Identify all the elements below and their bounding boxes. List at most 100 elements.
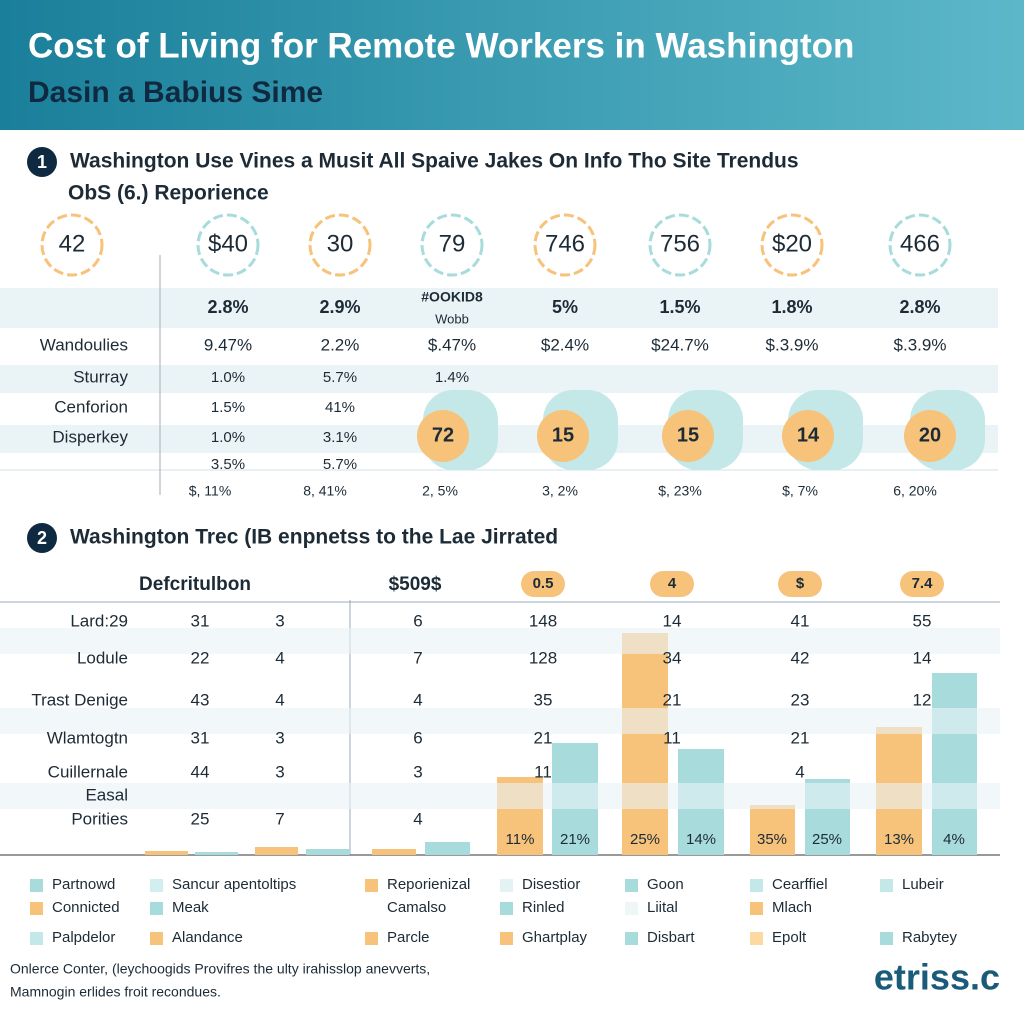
legend-swatch [500, 932, 513, 945]
badge-ring [420, 213, 484, 277]
row-label: Cenforion [54, 397, 128, 416]
summary-cell: 8, 41% [303, 483, 347, 499]
row-label: Wlamtogtn [47, 728, 128, 747]
cell: 7 [275, 809, 284, 828]
cell: 21 [791, 728, 810, 747]
summary-cell: $, 23% [658, 483, 702, 499]
cell: 31 [191, 728, 210, 747]
pill [521, 571, 565, 597]
pill-value: 0.5 [533, 575, 554, 592]
summary-cell: $, 7% [782, 483, 818, 499]
band [0, 365, 998, 393]
badge-value: $40 [208, 230, 248, 257]
section-heading: ObS (6.) Reporience [68, 182, 269, 205]
map-badge-value: 15 [677, 424, 699, 446]
legend-swatch [625, 932, 638, 945]
badge-value: 466 [900, 230, 940, 257]
legend-swatch [30, 932, 43, 945]
section-number: 1 [37, 152, 47, 172]
badge-value: 79 [439, 230, 466, 257]
map-badge-value: 14 [797, 424, 820, 446]
summary-cell: $, 11% [189, 483, 232, 499]
map-badge-value: 20 [919, 424, 941, 446]
legend-swatch [150, 932, 163, 945]
title: Cost of Living for Remote Workers in Was… [28, 26, 854, 65]
cell: 55 [913, 611, 932, 630]
band [0, 708, 1000, 734]
badge-ring [196, 213, 260, 277]
cell: 14 [663, 611, 682, 630]
header-cell: 1.5% [659, 297, 700, 317]
bar [255, 847, 298, 855]
pill-value: $ [796, 575, 805, 592]
header-band [0, 0, 1024, 130]
legend-label: Camalso [387, 899, 446, 916]
badge-ring [308, 213, 372, 277]
row-label: Porities [71, 809, 128, 828]
legend-label: Disbart [647, 929, 695, 946]
row-label: Lard:29 [70, 611, 128, 630]
legend-label: Goon [647, 876, 684, 893]
row-label: Trast Denige [31, 690, 128, 709]
legend-swatch [880, 879, 893, 892]
bar-label: 21% [560, 831, 590, 848]
header-cell: 1.8% [771, 297, 812, 317]
badge-ring [888, 213, 952, 277]
map-badge-value: 15 [552, 424, 574, 446]
bar-label: 13% [884, 831, 914, 848]
pill [900, 571, 944, 597]
header-cell: 2.8% [899, 297, 940, 317]
cell: 14 [913, 648, 932, 667]
legend-label: Rinled [522, 899, 565, 916]
legend-label: Ghartplay [522, 929, 588, 946]
row-label: Disperkey [52, 427, 128, 446]
legend-swatch [880, 932, 893, 945]
number-badge [27, 147, 57, 177]
legend-swatch [500, 902, 513, 915]
cell: 3 [275, 762, 284, 781]
cell: 35 [534, 690, 553, 709]
legend-label: Mlach [772, 899, 812, 916]
bar [750, 805, 795, 855]
legend-label: Lubeir [902, 876, 944, 893]
map-badge [417, 410, 469, 462]
badge-value: 42 [59, 230, 86, 257]
cell: 3.5% [211, 456, 245, 473]
cell: 9.47% [204, 335, 252, 354]
bar [932, 673, 977, 855]
bar [425, 842, 470, 855]
cell: 5.7% [323, 456, 357, 473]
cell: 128 [529, 648, 557, 667]
header-value: $509$ [389, 574, 442, 595]
cell: 1.0% [211, 429, 245, 446]
bar-label: 25% [630, 831, 660, 848]
row-label: Lodule [77, 648, 128, 667]
badge-value: 756 [660, 230, 700, 257]
legend-label: Parcle [387, 929, 430, 946]
badge-value: $20 [772, 230, 812, 257]
logo: etriss.c [874, 957, 1000, 998]
badge-ring [760, 213, 824, 277]
row-label: Sturray [73, 367, 128, 386]
header-cell: 2.9% [319, 297, 360, 317]
band [0, 628, 1000, 654]
map-badge [537, 410, 589, 462]
header-cell: 2.8% [207, 297, 248, 317]
bar-label: 25% [812, 831, 842, 848]
cell: $.3.9% [766, 335, 819, 354]
legend-label: Epolt [772, 929, 807, 946]
legend-swatch [365, 902, 378, 915]
cell: 23 [791, 690, 810, 709]
cell: 148 [529, 611, 557, 630]
map-badge [662, 410, 714, 462]
footer-text: Mamnogin erlides froit recondues. [10, 984, 221, 1000]
band [0, 288, 998, 328]
cell: 6 [413, 728, 422, 747]
cell: 1.4% [435, 369, 469, 386]
legend-label: Connicted [52, 899, 120, 916]
map-badge-value: 72 [432, 424, 454, 446]
cell: $24.7% [651, 335, 709, 354]
header-cell: #OOKID8 [421, 289, 483, 305]
legend-swatch [625, 902, 638, 915]
